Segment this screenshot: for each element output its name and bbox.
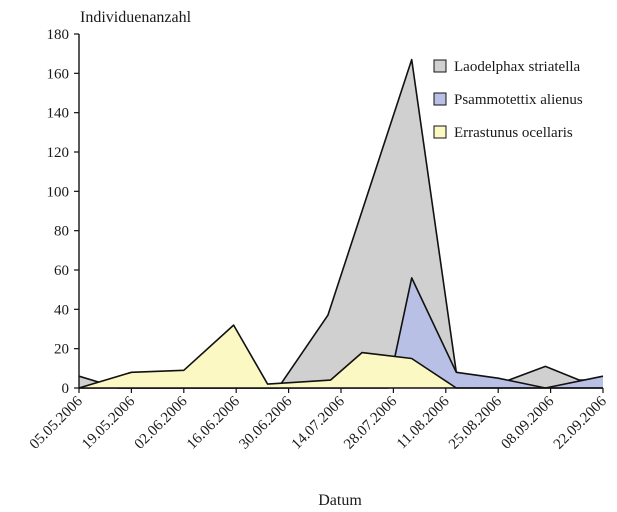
legend-swatch-2 — [433, 92, 447, 106]
y-tick-label: 100 — [47, 184, 70, 200]
y-axis-title: Individuenanzahl — [80, 9, 192, 26]
y-tick-label: 120 — [47, 145, 70, 161]
series-area-3 — [79, 325, 603, 388]
x-tick-label: 02.06.2006 — [132, 393, 191, 452]
x-tick-label: 14.07.2006 — [289, 393, 348, 452]
series-areas — [78, 58, 604, 389]
x-tick-label: 11.08.2006 — [394, 393, 453, 452]
y-tick-label: 180 — [47, 27, 70, 43]
x-tick-label: 05.05.2006 — [27, 393, 86, 452]
y-tick-label: 20 — [54, 342, 69, 358]
x-axis-title: Datum — [318, 492, 362, 509]
y-tick-label: 140 — [47, 106, 70, 122]
series-area-1 — [79, 59, 603, 388]
legend-swatch-1 — [433, 59, 447, 73]
x-tick-label: 25.08.2006 — [446, 393, 505, 452]
y-tick-label: 60 — [54, 263, 69, 279]
x-tick-label: 08.09.2006 — [498, 393, 557, 452]
y-tick-label: 40 — [54, 302, 69, 318]
x-tick-label: 30.06.2006 — [236, 393, 295, 452]
x-axis-ticks: 05.05.200619.05.200602.06.200616.06.2006… — [27, 388, 610, 453]
y-tick-label: 80 — [54, 224, 69, 240]
legend-label-2: Psammotettix alienus — [454, 92, 583, 108]
y-tick-label: 160 — [47, 66, 70, 82]
x-tick-label: 28.07.2006 — [341, 393, 400, 452]
x-tick-label: 22.09.2006 — [551, 393, 610, 452]
legend-label-1: Laodelphax striatella — [454, 59, 581, 75]
y-tick-label: 0 — [62, 381, 70, 397]
legend: Laodelphax striatella Psammotettix alienu… — [433, 59, 583, 141]
y-axis-ticks: 0 20 40 60 80 100 120 140 160 180 — [47, 27, 79, 397]
legend-swatch-3 — [433, 125, 447, 139]
legend-label-3: Errastunus ocellaris — [454, 125, 573, 141]
x-tick-label: 16.06.2006 — [184, 393, 243, 452]
x-tick-label: 19.05.2006 — [79, 393, 138, 452]
series-line-3 — [78, 324, 603, 389]
